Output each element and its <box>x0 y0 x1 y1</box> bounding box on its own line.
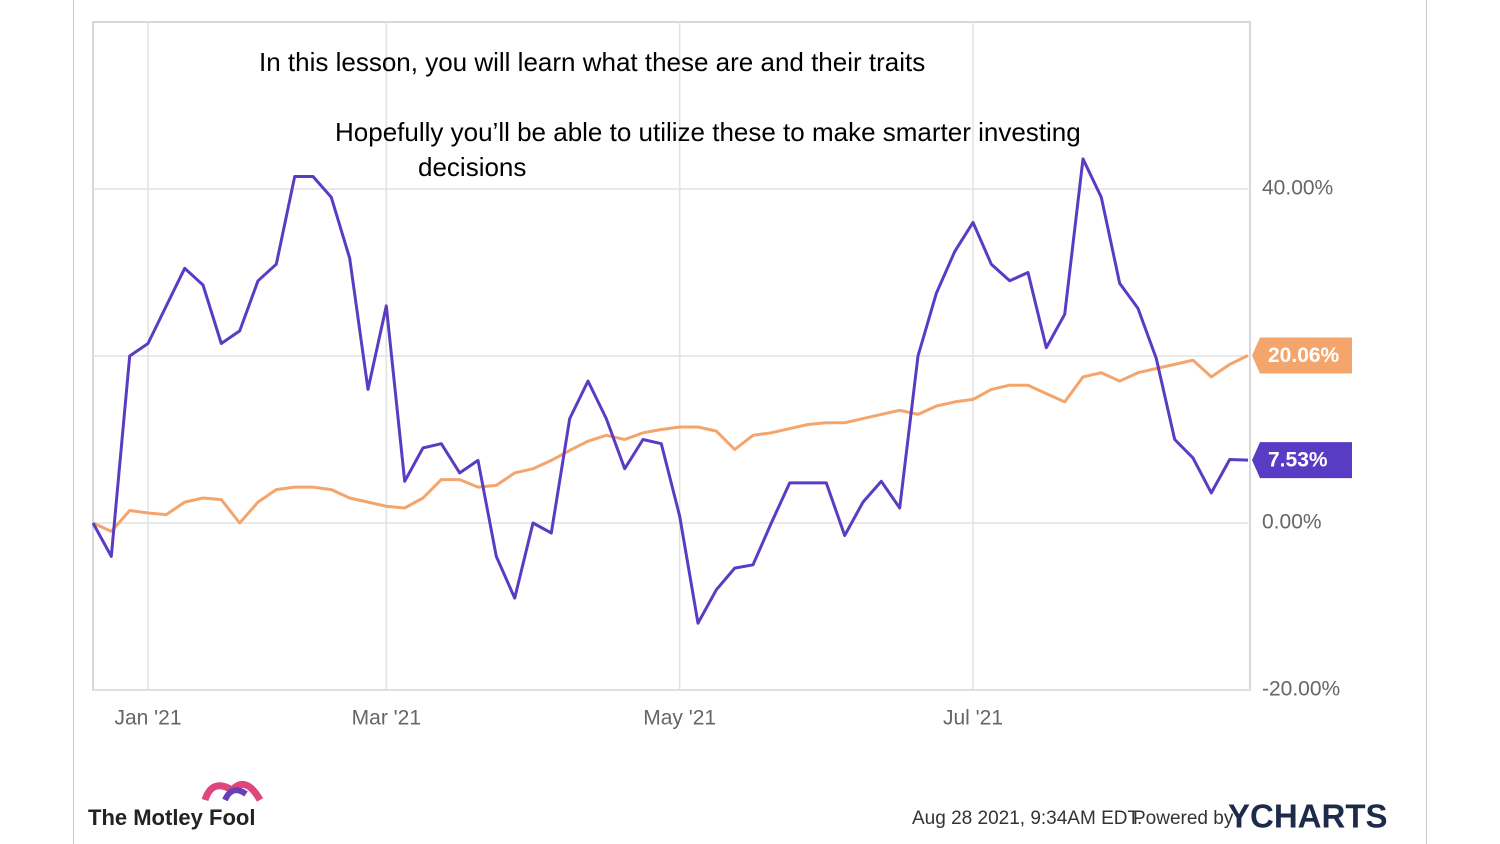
logo <box>201 780 264 802</box>
end-label: 20.06% <box>1268 344 1340 367</box>
slide-text: In this lesson, you will learn what thes… <box>259 47 926 77</box>
series-line <box>91 157 1249 625</box>
x-tick-label: Jul '21 <box>943 707 1003 730</box>
provider: YCHARTS <box>1228 798 1388 835</box>
slide-frame <box>73 0 1427 844</box>
powered-by: Powered by <box>1133 808 1234 829</box>
end-label: 7.53% <box>1268 449 1328 472</box>
x-tick-label: Jan '21 <box>114 707 181 730</box>
y-tick-label: 40.00% <box>1262 177 1333 200</box>
x-tick-label: May '21 <box>643 707 716 730</box>
slide-text: Hopefully you’ll be able to utilize thes… <box>335 117 1081 182</box>
logo-cap <box>222 787 248 802</box>
brand: The Motley Fool <box>88 805 255 830</box>
end-label-box <box>1252 337 1352 374</box>
y-tick-label: -20.00% <box>1262 678 1340 701</box>
grid <box>93 22 1250 691</box>
x-tick-label: Mar '21 <box>352 707 421 730</box>
timestamp: Aug 28 2021, 9:34AM EDT. <box>912 808 1142 829</box>
series-line <box>92 354 1249 533</box>
y-tick-label: 0.00% <box>1262 511 1322 534</box>
lines <box>91 157 1249 625</box>
end-label-box <box>1252 442 1352 479</box>
